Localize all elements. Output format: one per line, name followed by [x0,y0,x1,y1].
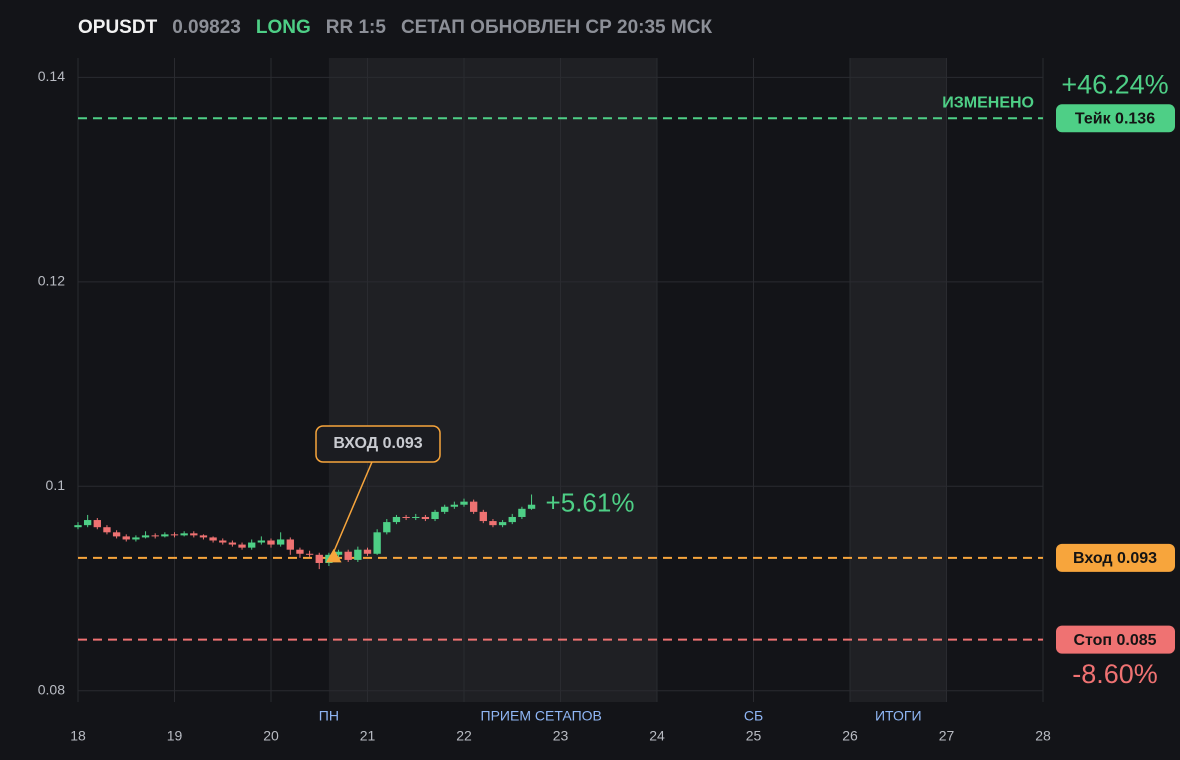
x-tick-label: 24 [649,728,665,744]
candle-body [402,516,410,518]
entry-marker [325,548,342,563]
candle-body [209,537,217,541]
candle-body [412,516,420,518]
header-rr: RR 1:5 [326,17,387,38]
x-tick-label: 20 [263,728,279,744]
candle-body [248,542,256,548]
x-tick-label: 26 [842,728,858,744]
x-tick-label: 28 [1035,728,1051,744]
candle-body [527,504,536,509]
y-tick-label: 0.14 [38,68,65,84]
candle-body [421,516,430,520]
candle-body [373,532,381,554]
level-pill [1056,625,1175,654]
x-tick-label: 25 [746,728,762,744]
candle-body [441,506,449,512]
candle-body [112,532,121,537]
candle-body [363,549,372,554]
x-tick-label: 27 [939,728,955,744]
header-updated: СЕТАП ОБНОВЛЕН СР 20:35 МСК [401,17,712,38]
candle-body [305,553,314,555]
level-change: +46.24% [1061,69,1168,99]
x-tick-label: 19 [167,728,183,744]
candle-body [199,535,208,538]
candle-body [392,516,401,523]
candle-body [354,549,362,560]
candle-body [518,508,526,517]
entry-callout-label: ВХОД 0.093 [333,435,422,452]
candle-body [93,520,101,528]
candle-body [267,540,275,545]
candle-body [228,542,237,545]
header-price: 0.09823 [172,17,241,38]
candle-body [103,527,111,533]
entry-callout [315,425,441,463]
session-label: СБ [744,708,763,724]
candle-body [431,511,439,520]
candle-body [498,522,507,526]
session-label: ИТОГИ [875,708,922,724]
candle-body [344,551,352,560]
candle-body [479,511,487,522]
candle-body [334,551,343,555]
candle-body [296,549,304,554]
candle-body [180,533,188,536]
x-tick-label: 18 [70,728,86,744]
level-pill [1056,543,1175,572]
x-tick-label: 23 [553,728,569,744]
x-tick-label: 21 [360,728,376,744]
candle-body [257,540,266,543]
candle-body [151,535,159,537]
candle-body [132,537,140,540]
candle-body [141,535,150,538]
candle-body [161,534,169,537]
candle-body [74,525,82,528]
session-region [328,58,657,702]
level-label: Стоп 0.085 [1073,632,1156,649]
last-change: +5.61% [546,488,635,518]
candle-body [276,539,285,545]
level-note: ИЗМЕНЕНО [942,95,1034,112]
entry-pointer [333,461,373,553]
header-symbol: OPUSDT [78,17,158,38]
candle-body [508,516,516,523]
candle-body [469,501,478,512]
candle-body [238,544,246,548]
level-label: Вход 0.093 [1073,550,1157,567]
y-tick-label: 0.12 [38,273,65,289]
candle-body [315,554,323,563]
session-label: ПРИЕМ СЕТАПОВ [481,708,602,724]
level-label: Тейк 0.136 [1075,111,1155,128]
candle-body [170,534,179,536]
candle-body [450,504,459,507]
candle-body [383,522,391,533]
candle-body [286,539,294,550]
level-change: -8.60% [1072,659,1158,689]
candle-body [83,520,92,526]
y-tick-label: 0.08 [38,681,65,697]
candle-body [122,536,130,540]
session-label: ПН [319,708,339,724]
candle-body [190,533,198,536]
x-tick-label: 22 [456,728,472,744]
header-side: LONG [256,17,311,38]
candle-body [219,540,227,543]
candle-body [489,521,497,526]
level-pill [1056,104,1175,133]
candle-body [460,501,468,505]
session-region [850,58,947,702]
y-tick-label: 0.1 [46,477,66,493]
